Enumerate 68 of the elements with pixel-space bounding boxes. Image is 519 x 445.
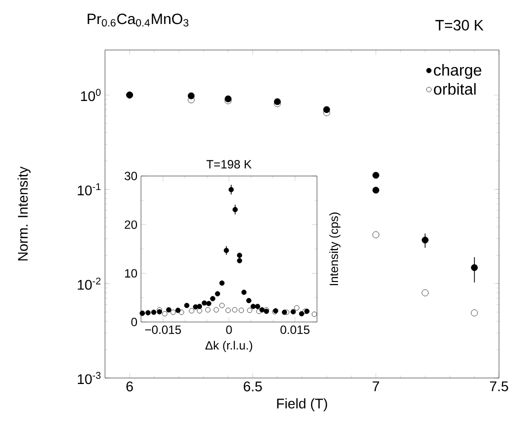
point (238, 308, 244, 313)
point (151, 310, 156, 315)
point (470, 264, 478, 272)
point (175, 308, 181, 313)
chart-title: Pr$_{0.6}$Ca$_{0.4}$MnO$_{3}$ (88, 14, 188, 27)
point (196, 308, 202, 314)
point (422, 236, 429, 244)
point (184, 302, 190, 308)
point (372, 172, 380, 179)
y-tick-label: 10 (125, 269, 138, 278)
point (189, 308, 194, 314)
x-tick-label: 6 (126, 382, 133, 392)
point (372, 186, 380, 194)
point (162, 311, 168, 316)
point (232, 307, 238, 312)
x-tick-label: 6.5 (244, 382, 262, 392)
point (247, 308, 252, 313)
point (214, 291, 220, 296)
point (299, 311, 304, 316)
x-tick-label: 0.015 (280, 326, 310, 334)
x-tick-label: 0 (226, 326, 232, 334)
point (255, 304, 260, 310)
point (219, 302, 225, 308)
text: T=30 K (435, 20, 484, 30)
y-tick-label: 10$^{0}$ (81, 88, 101, 102)
point (188, 92, 195, 100)
point (219, 280, 225, 286)
point (214, 307, 219, 312)
point (224, 248, 229, 254)
point (145, 310, 151, 316)
y-tick-label: 30 (124, 172, 138, 180)
point (236, 258, 242, 264)
x-tick-label: −0.015 (145, 326, 181, 334)
point (250, 304, 256, 310)
y-tick-label: 10$^{-3}$ (78, 372, 101, 384)
point (166, 307, 172, 312)
point (422, 289, 429, 296)
x-tick-label: 7 (372, 382, 380, 392)
point (470, 309, 478, 316)
point (241, 290, 247, 295)
point (206, 300, 212, 306)
y-axis-title: Intensity (cps) (329, 212, 340, 286)
y-tick-label: 10$^{-2}$ (78, 278, 100, 290)
point (312, 312, 317, 317)
point (246, 298, 252, 304)
point (178, 310, 184, 315)
point (232, 206, 238, 212)
y-tick-label: 10$^{-1}$ (78, 183, 101, 196)
point (170, 310, 176, 315)
x-tick-label: 7.5 (490, 382, 508, 392)
y-axis-title: Norm. Intensity (18, 166, 31, 260)
point (210, 296, 216, 302)
point (202, 300, 207, 306)
legend-label: charge (434, 64, 482, 79)
point (236, 252, 242, 258)
point (290, 309, 296, 314)
x-axis-title: Field (T) (277, 398, 328, 412)
chart-title: T=198 K (206, 160, 252, 168)
point (294, 305, 300, 310)
y-tick-label: 0 (131, 318, 138, 326)
point (372, 231, 380, 238)
legend-label: orbital (434, 83, 476, 95)
x-axis-title: Δk (r.l.u.) (205, 340, 252, 352)
point (205, 307, 210, 312)
point (226, 308, 231, 313)
point (256, 308, 262, 314)
point (228, 187, 234, 192)
y-tick-label: 20 (124, 220, 138, 229)
